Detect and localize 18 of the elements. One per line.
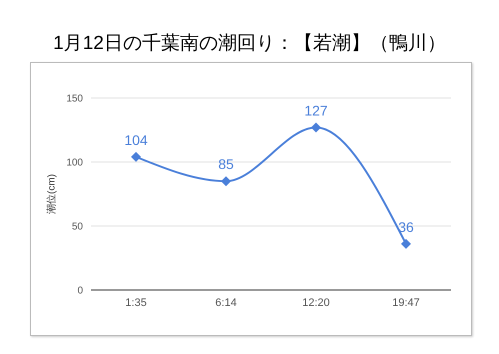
y-tick-label: 50 [72,222,84,233]
y-tick-label: 100 [66,158,84,169]
point [311,122,321,132]
chart-title: 1月12日の千葉南の潮回り：【若潮】（鴨川） [52,32,447,56]
point [221,176,231,186]
y-tick-label: 150 [66,94,84,105]
y-axis-title: 潮位(cm) [46,174,58,214]
data-label: 36 [398,218,414,235]
x-tick-label: 19:47 [392,296,420,309]
data-label: 104 [124,132,148,148]
data-label: 127 [304,102,328,118]
x-tick-label: 12:20 [302,296,330,309]
y-tick-label: 0 [77,286,84,297]
point [401,238,411,249]
data-label: 85 [218,156,234,172]
x-tick-label: 6:14 [215,296,237,309]
point [131,152,141,162]
x-tick-label: 1:35 [125,296,147,309]
